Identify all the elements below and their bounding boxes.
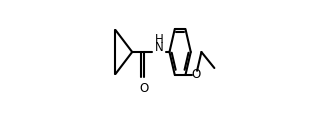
Text: O: O	[191, 68, 201, 81]
Text: O: O	[139, 82, 148, 95]
Text: H: H	[155, 33, 163, 46]
Text: N: N	[155, 41, 163, 54]
